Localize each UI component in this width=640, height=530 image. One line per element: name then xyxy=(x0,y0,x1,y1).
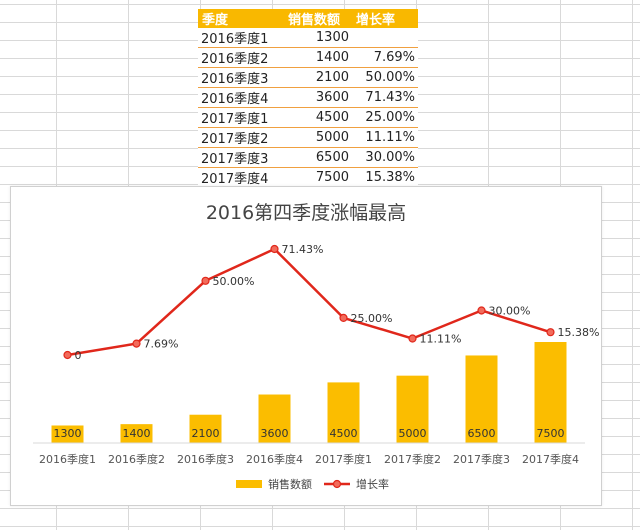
line-point xyxy=(63,350,72,360)
line-point xyxy=(408,334,417,343)
x-ticks-layer: 2016季度1 2016季度2 2016季度3 2016季度4 2017季度1 2017季… xyxy=(39,452,579,466)
line-data-label: 0 xyxy=(75,349,82,362)
bar xyxy=(189,414,222,443)
cell-quarter[interactable]: 2017季度2 xyxy=(198,127,284,148)
cell-sales[interactable]: 1300 xyxy=(284,28,352,48)
line-data-label: 30.00% xyxy=(489,304,531,317)
line-data-label: 25.00% xyxy=(351,312,393,325)
bar-data-label: 3600 xyxy=(261,427,289,440)
cell-sales[interactable]: 5000 xyxy=(284,127,352,148)
cell-quarter[interactable]: 2017季度4 xyxy=(198,167,284,188)
cell-growth[interactable] xyxy=(352,28,418,48)
chart-container[interactable]: 2016第四季度涨幅最高 1300 1400 2100 3600 4500 5000 650… xyxy=(10,186,602,506)
x-tick-label: 2016季度3 xyxy=(177,452,234,466)
bar xyxy=(327,382,360,443)
header-sales[interactable]: 销售数额 xyxy=(284,9,352,28)
bar xyxy=(534,342,567,443)
line-data-label: 15.38% xyxy=(558,326,600,339)
bar xyxy=(465,355,498,443)
cell-growth[interactable]: 7.69% xyxy=(352,47,418,68)
line-layer: 0 7.69% 50.00% 71.43% 25.00% 11.11% 30.00% 15.3… xyxy=(63,243,600,362)
line-data-label: 50.00% xyxy=(213,275,255,288)
cell-sales[interactable]: 6500 xyxy=(284,147,352,168)
cell-quarter[interactable]: 2017季度1 xyxy=(198,107,284,128)
table-header-row: 季度 销售数额 增长率 xyxy=(198,9,418,28)
bars-layer: 1300 1400 2100 3600 4500 5000 6500 7500 xyxy=(51,342,567,443)
x-tick-label: 2016季度1 xyxy=(39,452,96,466)
bar-data-label: 5000 xyxy=(399,427,427,440)
cell-quarter[interactable]: 2016季度3 xyxy=(198,67,284,88)
legend-label-growth: 增长率 xyxy=(356,477,389,491)
cell-quarter[interactable]: 2016季度1 xyxy=(198,28,284,48)
legend-bar-swatch xyxy=(236,480,262,488)
x-tick-label: 2016季度4 xyxy=(246,452,303,466)
line-point xyxy=(201,276,210,285)
x-tick-label: 2017季度3 xyxy=(453,452,510,466)
legend-label-sales: 销售数额 xyxy=(268,477,312,491)
cell-growth[interactable]: 50.00% xyxy=(352,67,418,88)
table-row: 2016季度2 1400 7.69% xyxy=(198,47,418,68)
table-row: 2017季度4 7500 15.38% xyxy=(198,167,418,188)
line-data-label: 7.69% xyxy=(144,338,179,351)
bar xyxy=(51,425,84,443)
cell-sales[interactable]: 2100 xyxy=(284,67,352,88)
header-quarter[interactable]: 季度 xyxy=(198,9,284,28)
line-point xyxy=(270,244,279,254)
bar-data-label: 6500 xyxy=(468,427,496,440)
cell-growth[interactable]: 15.38% xyxy=(352,167,418,188)
cell-growth[interactable]: 25.00% xyxy=(352,107,418,128)
x-tick-label: 2016季度2 xyxy=(108,452,165,466)
cell-quarter[interactable]: 2016季度2 xyxy=(198,47,284,68)
line-point xyxy=(546,328,555,337)
data-table: 季度 销售数额 增长率 2016季度1 1300 2016季度2 1400 7.… xyxy=(198,9,418,188)
cell-quarter[interactable]: 2017季度3 xyxy=(198,147,284,168)
combo-chart: 2016第四季度涨幅最高 1300 1400 2100 3600 4500 5000 650… xyxy=(33,202,600,491)
header-growth[interactable]: 增长率 xyxy=(352,9,418,28)
bar-data-label: 2100 xyxy=(192,427,220,440)
line-point xyxy=(132,339,141,348)
chart-title: 2016第四季度涨幅最高 xyxy=(206,202,406,224)
bar-data-label: 1300 xyxy=(54,427,82,440)
table-row: 2017季度2 5000 11.11% xyxy=(198,127,418,148)
table-row: 2017季度3 6500 30.00% xyxy=(198,147,418,168)
growth-line xyxy=(67,247,551,357)
table-row: 2016季度3 2100 50.00% xyxy=(198,67,418,88)
bar xyxy=(120,424,153,443)
line-point xyxy=(477,306,486,315)
bar xyxy=(258,394,291,443)
bar-data-label: 4500 xyxy=(330,427,358,440)
cell-sales[interactable]: 7500 xyxy=(284,167,352,188)
cell-sales[interactable]: 4500 xyxy=(284,107,352,128)
table-row: 2016季度4 3600 71.43% xyxy=(198,87,418,108)
bar-data-label: 7500 xyxy=(537,427,565,440)
legend: 销售数额 增长率 xyxy=(236,477,389,491)
x-tick-label: 2017季度2 xyxy=(384,452,441,466)
table-row: 2017季度1 4500 25.00% xyxy=(198,107,418,128)
cell-growth[interactable]: 71.43% xyxy=(352,87,418,108)
line-data-label: 11.11% xyxy=(420,333,462,346)
cell-growth[interactable]: 11.11% xyxy=(352,127,418,148)
cell-sales[interactable]: 3600 xyxy=(284,87,352,108)
x-tick-label: 2017季度4 xyxy=(522,452,579,466)
cell-sales[interactable]: 1400 xyxy=(284,47,352,68)
x-tick-label: 2017季度1 xyxy=(315,452,372,466)
table-row: 2016季度1 1300 xyxy=(198,28,418,48)
cell-growth[interactable]: 30.00% xyxy=(352,147,418,168)
legend-line-marker xyxy=(332,479,342,489)
bar-data-label: 1400 xyxy=(123,427,151,440)
line-point xyxy=(339,313,348,323)
cell-quarter[interactable]: 2016季度4 xyxy=(198,87,284,108)
line-data-label: 71.43% xyxy=(282,243,324,256)
bar xyxy=(396,375,429,443)
